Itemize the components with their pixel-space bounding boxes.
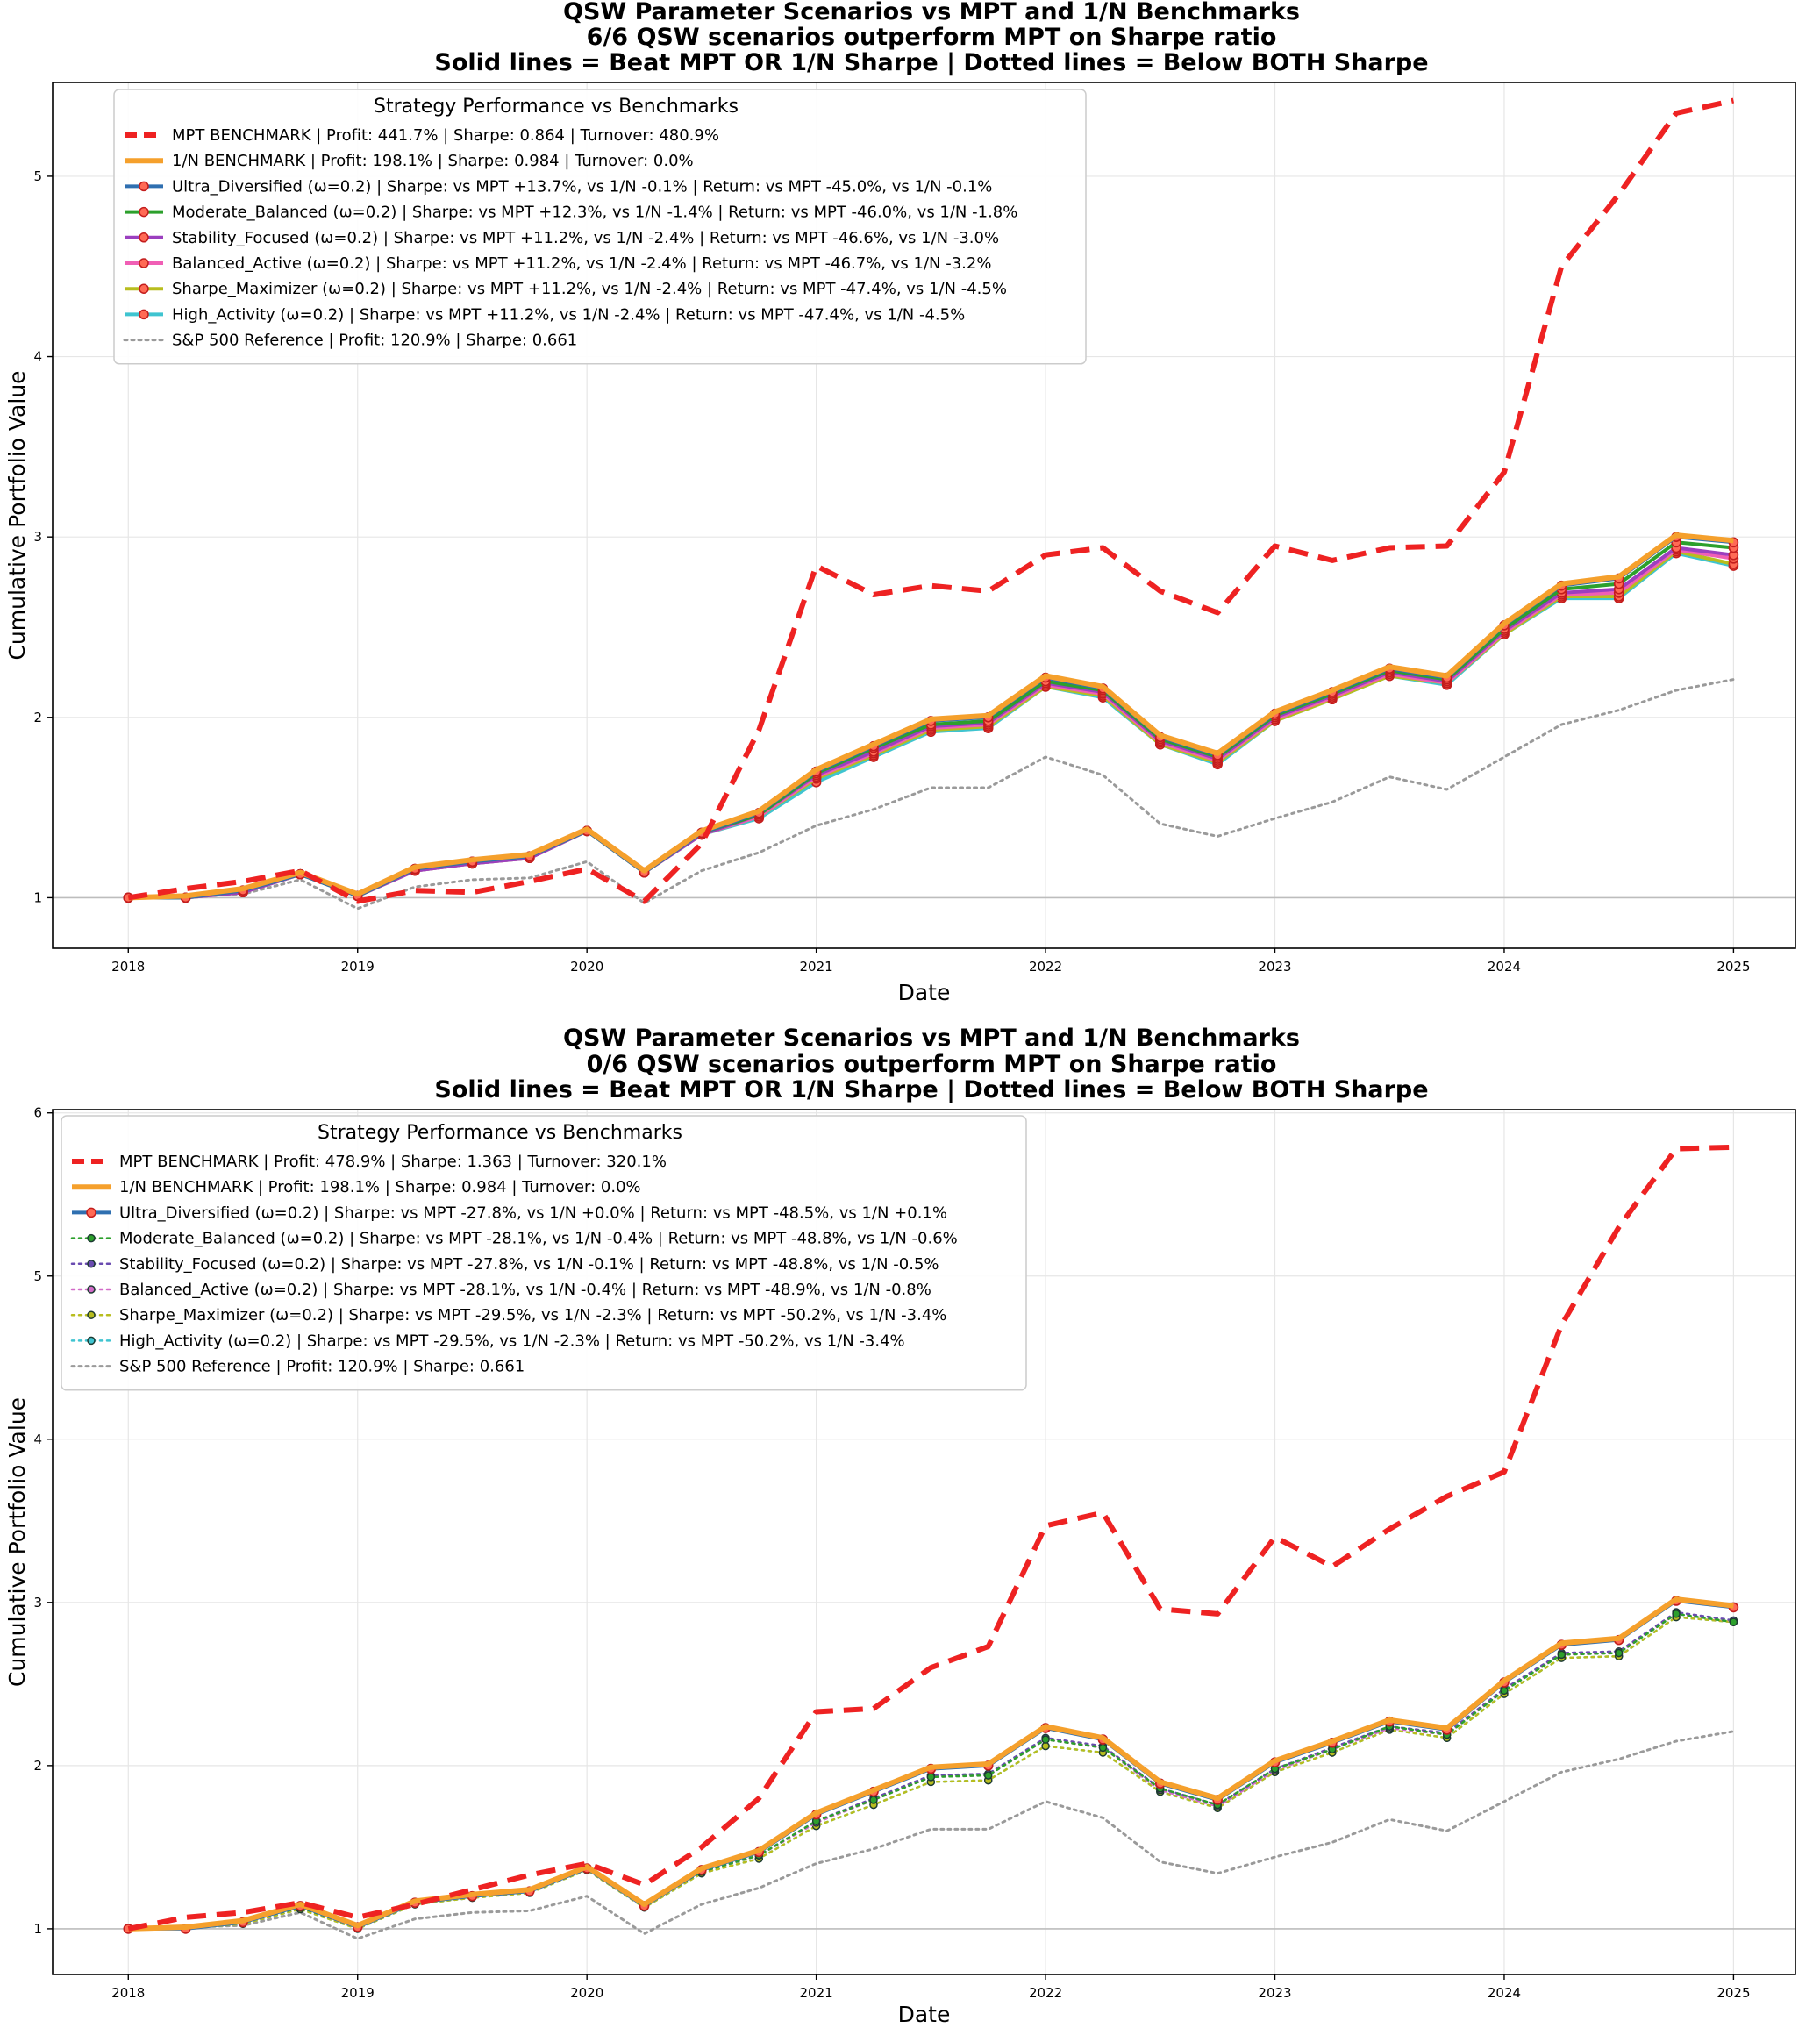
legend-label-2: Ultra_Diversified (ω=0.2) | Sharpe: vs M…	[119, 1203, 947, 1222]
plot-frame	[52, 82, 1796, 949]
y-tick-label: 3	[33, 1595, 42, 1610]
legend-marker-5	[139, 258, 149, 268]
series-marker-3	[984, 1771, 993, 1780]
chart-title-line-3: Solid lines = Beat MPT OR 1/N Sharpe | D…	[434, 49, 1428, 76]
y-tick-label: 4	[33, 349, 42, 365]
chart-title-line-1: QSW Parameter Scenarios vs MPT and 1/N B…	[563, 0, 1300, 25]
x-axis-label: Date	[898, 2002, 951, 2027]
series-line-8	[126, 678, 1735, 910]
y-tick-label: 5	[33, 1268, 42, 1284]
series-line-8	[126, 1730, 1735, 1940]
x-tick-label: 2023	[1258, 1985, 1291, 2001]
legend-marker-3	[139, 206, 149, 218]
x-tick-label: 2018	[111, 959, 145, 975]
plot-frame	[52, 1109, 1796, 1975]
series-marker-3	[869, 1796, 878, 1804]
x-tick-label: 2022	[1029, 959, 1062, 975]
legend-marker-2	[139, 181, 149, 192]
legend-label-2: Ultra_Diversified (ω=0.2) | Sharpe: vs M…	[172, 177, 992, 196]
series-marker-3	[1614, 1648, 1624, 1658]
x-tick-label: 2019	[341, 1985, 375, 2001]
legend-label-6: Sharpe_Maximizer (ω=0.2) | Sharpe: vs MP…	[172, 280, 1007, 298]
legend-marker-4	[87, 1260, 96, 1268]
x-tick-label: 2024	[1488, 959, 1521, 975]
legend-marker-6	[87, 1310, 96, 1319]
x-axis-label: Date	[898, 980, 951, 1005]
legend-label-3: Moderate_Balanced (ω=0.2) | Sharpe: vs M…	[172, 204, 1017, 222]
y-tick-label: 3	[33, 529, 42, 545]
legend-label-0: MPT BENCHMARK | Profit: 441.7% | Sharpe:…	[172, 126, 719, 145]
legend-marker-6	[139, 283, 149, 294]
y-axis-label: Cumulative Portfolio Value	[4, 370, 30, 660]
legend-label-4: Stability_Focused (ω=0.2) | Sharpe: vs M…	[119, 1255, 939, 1274]
x-tick-label: 2022	[1029, 1985, 1062, 2001]
legend-label-7: High_Activity (ω=0.2) | Sharpe: vs MPT +…	[172, 305, 965, 324]
x-tick-label: 2025	[1717, 1985, 1750, 2001]
x-tick-label: 2018	[111, 1985, 145, 2001]
legend-label-1: 1/N BENCHMARK | Profit: 198.1% | Sharpe:…	[172, 152, 694, 170]
x-tick-label: 2023	[1258, 959, 1291, 975]
x-tick-label: 2024	[1488, 1985, 1521, 2001]
chart-panel-1: QSW Parameter Scenarios vs MPT and 1/N B…	[4, 0, 1796, 1005]
legend-label-1: 1/N BENCHMARK | Profit: 198.1% | Sharpe:…	[119, 1178, 641, 1196]
series-marker-3	[1500, 1686, 1509, 1695]
legend-box	[113, 89, 1087, 365]
legend-label-5: Balanced_Active (ω=0.2) | Sharpe: vs MPT…	[172, 254, 991, 273]
y-tick-label: 2	[33, 1758, 42, 1774]
chart-title-line-1: QSW Parameter Scenarios vs MPT and 1/N B…	[563, 1025, 1300, 1052]
y-axis-label: Cumulative Portfolio Value	[4, 1397, 30, 1687]
legend-marker-5	[87, 1285, 96, 1294]
legend-label-8: S&P 500 Reference | Profit: 120.9% | Sha…	[172, 332, 577, 350]
legend-marker-7	[139, 309, 149, 320]
series-marker-3	[926, 1773, 936, 1782]
legend-label-6: Sharpe_Maximizer (ω=0.2) | Sharpe: vs MP…	[119, 1306, 946, 1325]
series-marker-3	[1729, 1617, 1738, 1626]
chart-title-line-2: 0/6 QSW scenarios outperform MPT on Shar…	[587, 1051, 1277, 1078]
legend-marker-2	[86, 1207, 96, 1218]
legend-label-7: High_Activity (ω=0.2) | Sharpe: vs MPT -…	[119, 1332, 905, 1350]
legend-label-5: Balanced_Active (ω=0.2) | Sharpe: vs MPT…	[119, 1281, 931, 1299]
x-tick-label: 2020	[570, 1985, 603, 2001]
y-tick-label: 1	[33, 1921, 42, 1937]
x-tick-label: 2021	[800, 1985, 833, 2001]
series-marker-3	[1672, 1610, 1681, 1618]
y-tick-label: 2	[33, 710, 42, 725]
legend-box	[61, 1115, 1027, 1391]
legend-marker-4	[139, 232, 149, 243]
series-line-1	[128, 532, 1734, 901]
series-marker-3	[1041, 1735, 1050, 1744]
series-marker-3	[1098, 1743, 1108, 1753]
x-tick-label: 2025	[1717, 959, 1750, 975]
series-marker-3	[1557, 1650, 1567, 1660]
chart-title-line-3: Solid lines = Beat MPT OR 1/N Sharpe | D…	[434, 1076, 1428, 1103]
legend-label-4: Stability_Focused (ω=0.2) | Sharpe: vs M…	[172, 229, 999, 247]
y-tick-label: 5	[33, 168, 42, 184]
chart-title-line-2: 6/6 QSW scenarios outperform MPT on Shar…	[587, 24, 1277, 51]
x-tick-label: 2019	[341, 959, 375, 975]
legend-title: Strategy Performance vs Benchmarks	[374, 96, 739, 118]
y-tick-label: 4	[33, 1432, 42, 1447]
x-tick-label: 2020	[570, 959, 603, 975]
legend-marker-3	[87, 1233, 96, 1243]
y-tick-label: 6	[33, 1105, 42, 1121]
x-tick-label: 2021	[800, 959, 833, 975]
series-line-0	[127, 1144, 1734, 1932]
legend-label-8: S&P 500 Reference | Profit: 120.9% | Sha…	[119, 1358, 525, 1376]
y-tick-label: 1	[33, 889, 42, 905]
series-line-0	[127, 97, 1735, 904]
legend-label-3: Moderate_Balanced (ω=0.2) | Sharpe: vs M…	[119, 1230, 958, 1248]
legend-label-0: MPT BENCHMARK | Profit: 478.9% | Sharpe:…	[119, 1153, 667, 1171]
chart-panel-2: QSW Parameter Scenarios vs MPT and 1/N B…	[4, 1025, 1796, 2027]
legend-marker-7	[87, 1336, 96, 1346]
legend-title: Strategy Performance vs Benchmarks	[318, 1122, 682, 1144]
